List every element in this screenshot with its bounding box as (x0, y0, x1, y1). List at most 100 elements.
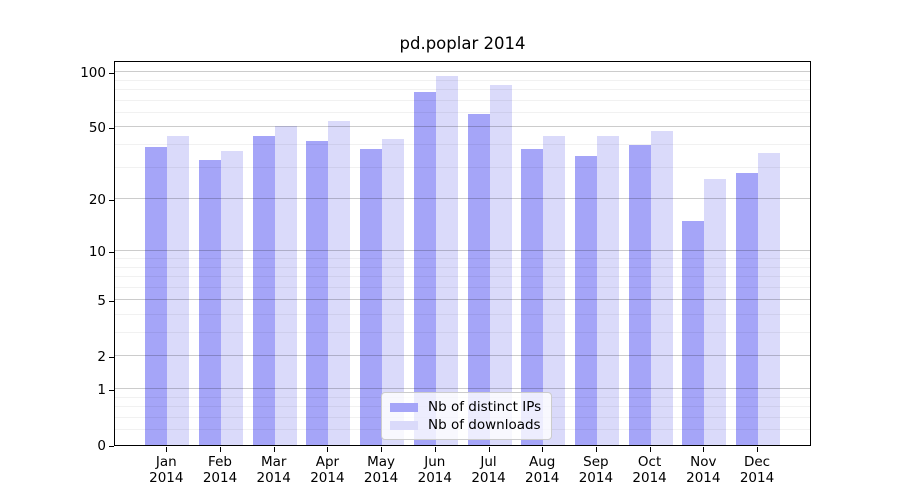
bar-downloads-mar (274, 125, 297, 445)
legend-item-distinct-ips: Nb of distinct IPs (390, 399, 541, 415)
x-tick-label-year: 2014 (578, 470, 614, 486)
bar-distinct-ips-may (360, 149, 383, 445)
bar-distinct-ips-oct (628, 145, 651, 445)
x-tick-mark (595, 447, 597, 452)
x-tick-label: Aug 2014 (510, 454, 574, 486)
x-tick-mark (703, 447, 705, 452)
x-tick-label: Nov 2014 (671, 454, 735, 486)
gridline-minor (115, 332, 810, 333)
y-tick-mark (109, 73, 114, 75)
x-tick-mark (327, 447, 329, 452)
x-tick-mark (166, 447, 168, 452)
bar-distinct-ips-feb (199, 160, 221, 445)
y-tick-mark (109, 357, 114, 359)
bar-distinct-ips-jul (467, 114, 490, 445)
y-tick-label: 50 (88, 120, 106, 137)
y-tick-mark (109, 200, 114, 202)
x-tick-label: Jun 2014 (403, 454, 467, 486)
y-tick-label: 0 (97, 438, 106, 454)
legend-label-downloads: Nb of downloads (428, 417, 541, 433)
gridline-minor (115, 286, 810, 288)
legend-swatch-downloads-icon (390, 420, 418, 430)
gridline-major (115, 250, 810, 252)
y-tick-mark (109, 301, 114, 303)
x-tick-label-year: 2014 (471, 470, 506, 486)
x-tick-mark (273, 447, 275, 452)
gridline-minor (115, 314, 810, 315)
y-tick-mark (109, 128, 114, 130)
chart-title: pd.poplar 2014 (399, 34, 526, 53)
x-tick-label: May 2014 (349, 454, 413, 486)
y-tick-mark (109, 446, 114, 447)
bar-downloads-feb (221, 151, 243, 445)
x-tick-mark (488, 447, 490, 452)
x-tick-label-month: Jun (424, 454, 446, 470)
legend-swatch-distinct-ips-icon (390, 402, 418, 412)
x-tick-label: Jan 2014 (134, 454, 198, 486)
gridline-minor (115, 266, 810, 268)
bar-distinct-ips-jan (145, 147, 168, 445)
x-tick-label-month: Dec (743, 454, 771, 470)
x-tick-label-year: 2014 (256, 470, 291, 486)
gridline-minor (115, 79, 810, 81)
y-tick-label: 2 (97, 349, 106, 366)
x-tick-label-month: Aug (529, 454, 556, 470)
gridline-minor (115, 99, 810, 101)
x-tick-label: Dec 2014 (725, 454, 789, 486)
x-tick-label-year: 2014 (417, 470, 452, 486)
gridline-major (115, 355, 810, 357)
x-tick-label-month: Oct (637, 454, 662, 470)
x-tick-label-year: 2014 (202, 470, 238, 486)
x-tick-label-year: 2014 (686, 470, 721, 486)
gridline-major (115, 71, 810, 73)
bar-distinct-ips-dec (736, 173, 758, 445)
x-tick-label-month: Sep (583, 454, 609, 470)
gridline-major (115, 126, 810, 128)
y-tick-label: 10 (88, 244, 106, 261)
bar-downloads-sep (596, 135, 619, 445)
bar-distinct-ips-aug (521, 149, 544, 445)
gridline-major (115, 299, 810, 301)
x-tick-label-year: 2014 (363, 470, 399, 486)
bar-downloads-jul (489, 85, 512, 445)
bar-downloads-dec (758, 153, 780, 445)
bar-distinct-ips-mar (252, 135, 275, 445)
bar-downloads-oct (650, 130, 673, 445)
x-tick-label-month: Jul (480, 454, 497, 470)
x-tick-label: Feb 2014 (188, 454, 252, 486)
x-tick-label-year: 2014 (632, 470, 667, 486)
y-tick-mark (109, 252, 114, 254)
x-tick-mark (434, 447, 436, 452)
x-tick-label-month: Apr (315, 454, 340, 470)
x-tick-label-month: Jan (155, 454, 177, 470)
gridline-major (115, 198, 810, 200)
y-tick-mark (109, 390, 114, 391)
x-tick-mark (381, 447, 383, 452)
gridline-major (115, 388, 810, 389)
bar-distinct-ips-nov (682, 221, 705, 445)
gridline-minor (115, 89, 810, 90)
gridline-minor (115, 144, 810, 145)
x-tick-label: Oct 2014 (618, 454, 682, 486)
x-tick-mark (757, 447, 758, 452)
x-tick-label-month: May (367, 454, 396, 470)
x-tick-label-year: 2014 (310, 470, 345, 486)
y-tick-label: 5 (97, 293, 106, 310)
x-tick-label-month: Nov (690, 454, 717, 470)
bar-downloads-apr (328, 121, 351, 445)
bar-downloads-jan (167, 135, 190, 445)
bar-distinct-ips-sep (574, 155, 597, 445)
x-tick-label: Sep 2014 (564, 454, 628, 486)
plot-area: Nb of distinct IPs Nb of downloads (114, 61, 811, 446)
y-tick-label: 1 (97, 382, 106, 398)
x-tick-label-year: 2014 (149, 470, 184, 486)
x-tick-mark (220, 447, 221, 452)
bar-downloads-aug (543, 135, 566, 445)
legend-label-distinct-ips: Nb of distinct IPs (428, 399, 542, 415)
legend-item-downloads: Nb of downloads (390, 417, 541, 433)
y-tick-label: 100 (80, 65, 106, 82)
bar-downloads-nov (704, 178, 727, 445)
gridline-minor (115, 111, 810, 113)
y-tick-label: 20 (88, 192, 106, 209)
